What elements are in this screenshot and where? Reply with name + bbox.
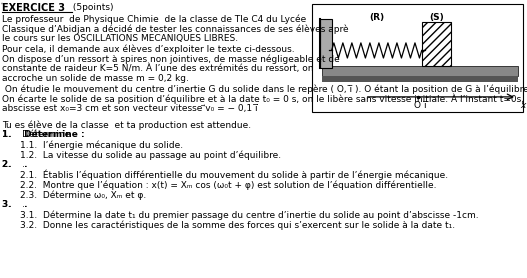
Text: 2.2.  Montre que l’équation : x(t) = Xₘ cos (ω₀t + φ) est solution de l’équation: 2.2. Montre que l’équation : x(t) = Xₘ c… [20,180,436,190]
Bar [322,66,518,76]
Bar [322,76,518,82]
Text: On dispose d’un ressort à spires non jointives, de masse négligeable et de: On dispose d’un ressort à spires non joi… [2,54,340,63]
Text: 3.    .: 3. . [2,200,27,209]
Text: (S): (S) [429,13,444,22]
Text: 3.    .: 3. . [2,200,25,209]
Text: abscisse est x₀=3 cm et son vecteur vitesse ⃗v₀ = − 0,1 ī̅: abscisse est x₀=3 cm et son vecteur vite… [2,104,258,113]
Text: 3.2.  Donne les caractéristiques de la somme des forces qui s’exercent sur le so: 3.2. Donne les caractéristiques de la so… [20,220,455,230]
Text: 1.2.  La vitesse du solide au passage au point d’équilibre.: 1.2. La vitesse du solide au passage au … [20,150,281,160]
Text: Tu es élève de la classe  et ta production est attendue.: Tu es élève de la classe et ta productio… [2,120,251,130]
Text: On étudie le mouvement du centre d’inertie G du solide dans le repère ( O, ī̅ ).: On étudie le mouvement du centre d’inert… [2,84,527,93]
Text: accroche un solide de masse m = 0,2 kg.: accroche un solide de masse m = 0,2 kg. [2,74,189,83]
Text: O: O [414,101,421,110]
Text: (5points): (5points) [70,3,113,12]
Text: 2.    .: 2. . [2,160,25,169]
Text: EXERCICE 3: EXERCICE 3 [2,3,65,13]
Text: 2.3.  Détermine ω₀, Xₘ et φ.: 2.3. Détermine ω₀, Xₘ et φ. [20,190,147,200]
Text: 2.    .: 2. . [2,160,27,169]
Text: 3.1.  Détermine la date t₁ du premier passage du centre d’inertie du solide au p: 3.1. Détermine la date t₁ du premier pas… [20,210,479,220]
Text: ī̅: ī̅ [425,101,428,110]
Text: 1.1.  l’énergie mécanique du solide.: 1.1. l’énergie mécanique du solide. [20,140,183,150]
Text: On écarte le solide de sa position d’équilibre et à la date t₀ = 0 s, on le libè: On écarte le solide de sa position d’équ… [2,94,527,105]
Text: constante de raideur K=5 N/m. À l’une des extrémités du ressort, on: constante de raideur K=5 N/m. À l’une de… [2,64,314,73]
Text: 2.1.  Établis l’équation différentielle du mouvement du solide à partir de l’éne: 2.1. Établis l’équation différentielle d… [20,170,448,180]
Text: le cours sur les OSCILLATIONS MECANIQUES LIBRES.: le cours sur les OSCILLATIONS MECANIQUES… [2,34,238,43]
Bar [422,22,451,66]
Text: 1.    Détermine :: 1. Détermine : [2,130,85,139]
Text: x: x [520,101,525,110]
Text: Classique d’Abidjan a décidé de tester les connaissances de ses élèves aprè: Classique d’Abidjan a décidé de tester l… [2,24,349,34]
Text: 1.    Détermine :: 1. Détermine : [2,130,76,139]
Text: Le professeur  de Physique Chimie  de la classe de Tle C4 du Lycée: Le professeur de Physique Chimie de la c… [2,14,306,24]
Bar [320,19,331,68]
Text: Pour cela, il demande aux élèves d’exploiter le texte ci-dessous.: Pour cela, il demande aux élèves d’explo… [2,44,295,53]
Text: (R): (R) [369,13,384,22]
